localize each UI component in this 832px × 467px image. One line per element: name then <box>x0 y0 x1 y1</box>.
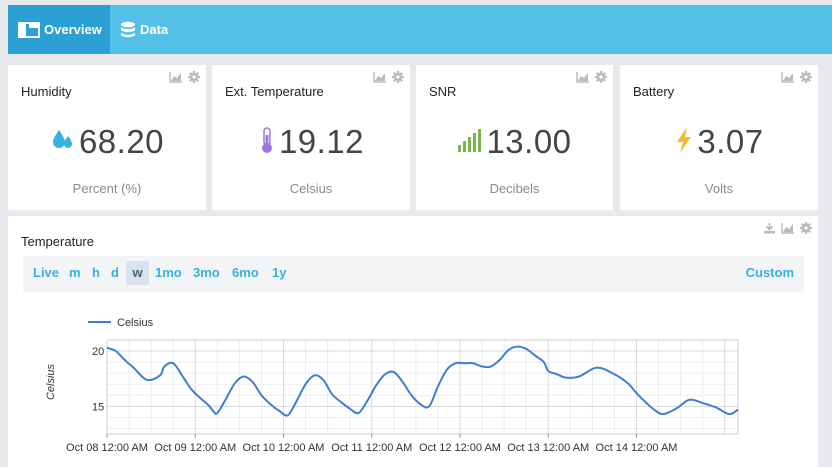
card-title: SNR <box>429 84 457 99</box>
range-1-year[interactable]: 1y <box>272 265 287 280</box>
panel-title: Temperature <box>21 234 94 249</box>
range-hour[interactable]: h <box>92 265 100 280</box>
range-minute[interactable]: m <box>69 265 81 280</box>
tab-overview[interactable]: Overview <box>8 5 110 54</box>
range-day[interactable]: d <box>111 265 119 280</box>
thermometer-icon <box>258 126 276 159</box>
humidity-card: Humidity 68.20 Percent (%) <box>8 65 206 210</box>
chart-icon[interactable] <box>169 70 183 88</box>
database-icon <box>120 21 136 39</box>
temperature-panel: Temperature Live m h d w 1mo 3mo 6mo 1y … <box>8 216 818 467</box>
dashboard-icon <box>18 21 40 38</box>
chart-icon[interactable] <box>781 70 795 88</box>
range-3-month[interactable]: 3mo <box>193 265 220 280</box>
temperature-chart: Celsius Celsius 15 20 Oct 08 12:00 AM Oct … <box>45 317 739 454</box>
time-range-selector: Live m h d w 1mo 3mo 6mo 1y Custom <box>23 256 804 292</box>
tab-label: Overview <box>44 22 102 37</box>
range-6-month[interactable]: 6mo <box>232 265 259 280</box>
download-icon[interactable] <box>763 221 776 239</box>
battery-card: Battery 3.07 Volts <box>620 65 818 210</box>
y-axis-label: Celsius <box>45 363 57 400</box>
gear-icon[interactable] <box>595 70 607 88</box>
humidity-value: 68.20 <box>78 123 165 160</box>
snr-card: SNR 13.00 Decibels <box>416 65 613 210</box>
water-drop-icon <box>50 127 76 158</box>
card-unit: Celsius <box>289 181 333 196</box>
card-title: Ext. Temperature <box>225 84 324 99</box>
series-line-celsius <box>106 345 739 417</box>
legend-label: Celsius <box>117 317 154 329</box>
chart-icon[interactable] <box>576 70 590 88</box>
ext-temperature-card: Ext. Temperature 19.12 Celsius <box>212 65 410 210</box>
card-unit: Decibels <box>489 181 540 196</box>
x-tick-label: Oct 12 12:00 AM <box>419 442 501 454</box>
gear-icon[interactable] <box>188 70 200 88</box>
plot-frame <box>106 339 739 435</box>
card-title: Humidity <box>21 84 72 99</box>
chart-icon[interactable] <box>781 221 795 239</box>
signal-bars-icon <box>457 127 483 158</box>
range-1-month[interactable]: 1mo <box>155 265 182 280</box>
chart-icon[interactable] <box>373 70 387 88</box>
x-tick-label: Oct 10 12:00 AM <box>243 442 325 454</box>
x-tick-label: Oct 08 12:00 AM <box>66 442 148 454</box>
x-tick-label: Oct 11 12:00 AM <box>331 442 412 454</box>
lightning-bolt-icon <box>674 126 694 159</box>
x-tick-label: Oct 09 12:00 AM <box>154 442 236 454</box>
y-tick-label: 15 <box>92 401 104 413</box>
custom-range-button[interactable]: Custom <box>745 265 794 280</box>
card-unit: Volts <box>704 181 734 196</box>
card-unit: Percent (%) <box>72 181 142 196</box>
range-week[interactable]: w <box>126 261 149 285</box>
ext-temperature-value: 19.12 <box>278 123 365 160</box>
tab-data[interactable]: Data <box>120 5 168 54</box>
top-navbar: Overview Data <box>8 5 832 54</box>
y-tick-label: 20 <box>92 346 104 358</box>
battery-value: 3.07 <box>697 123 764 160</box>
card-title: Battery <box>633 84 675 99</box>
gear-icon[interactable] <box>392 70 404 88</box>
snr-value: 13.00 <box>486 123 572 160</box>
gear-icon[interactable] <box>800 221 812 239</box>
tab-label: Data <box>140 22 169 37</box>
x-tick-label: Oct 14 12:00 AM <box>596 442 678 454</box>
gear-icon[interactable] <box>800 70 812 88</box>
x-tick-label: Oct 13 12:00 AM <box>507 442 589 454</box>
range-live[interactable]: Live <box>33 265 60 280</box>
